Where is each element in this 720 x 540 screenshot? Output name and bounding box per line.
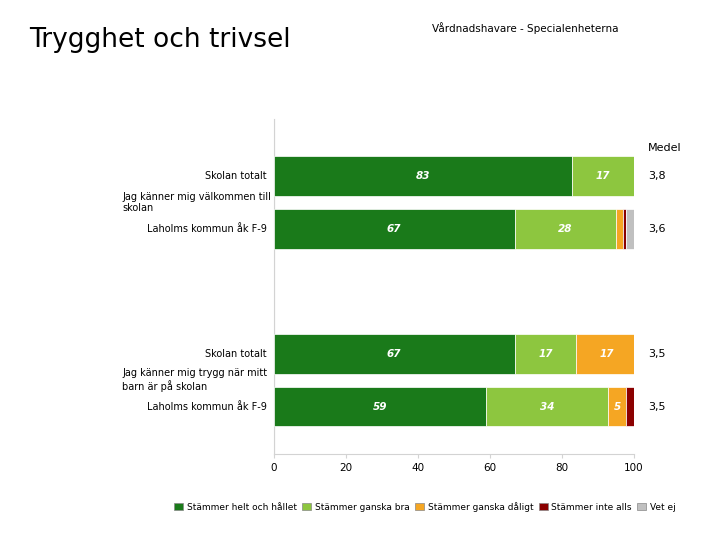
Text: 34: 34 (540, 402, 554, 411)
Text: 3,5: 3,5 (648, 402, 665, 411)
Text: 28: 28 (558, 224, 572, 234)
Text: 3,6: 3,6 (648, 224, 665, 234)
Text: Vårdnadshavare - Specialenheterna: Vårdnadshavare - Specialenheterna (432, 22, 618, 33)
Text: Medel: Medel (648, 143, 682, 153)
Bar (626, 209, 634, 248)
Text: Laholms kommun åk F-9: Laholms kommun åk F-9 (147, 402, 266, 411)
Bar (623, 209, 626, 248)
Bar (274, 209, 515, 248)
Text: Jag känner mig välkommen till
skolan: Jag känner mig välkommen till skolan (122, 192, 271, 213)
Text: Laholms kommun åk F-9: Laholms kommun åk F-9 (147, 224, 266, 234)
Bar (608, 387, 626, 427)
Bar (515, 334, 576, 374)
Text: 3,5: 3,5 (648, 349, 665, 359)
Bar (572, 157, 634, 196)
Text: Trygghet och trivsel: Trygghet och trivsel (29, 27, 290, 53)
Bar (616, 209, 623, 248)
Text: 83: 83 (415, 171, 431, 181)
Text: Skolan totalt: Skolan totalt (204, 349, 266, 359)
Text: 17: 17 (595, 171, 611, 181)
Text: 17: 17 (538, 349, 553, 359)
Text: Jag känner mig trygg när mitt
barn är på skolan: Jag känner mig trygg när mitt barn är på… (122, 368, 268, 392)
Text: Skolan totalt: Skolan totalt (204, 171, 266, 181)
Bar (274, 387, 486, 427)
Bar (274, 157, 572, 196)
Text: 17: 17 (599, 349, 614, 359)
Text: 3,8: 3,8 (648, 171, 665, 181)
Text: 67: 67 (387, 224, 402, 234)
Text: 67: 67 (387, 349, 402, 359)
Text: 59: 59 (372, 402, 387, 411)
Bar (626, 387, 634, 427)
Text: 5: 5 (613, 402, 621, 411)
Bar (515, 209, 616, 248)
Legend: Stämmer helt och hållet, Stämmer ganska bra, Stämmer ganska dåligt, Stämmer inte: Stämmer helt och hållet, Stämmer ganska … (171, 498, 679, 515)
Bar (486, 387, 608, 427)
Bar (274, 334, 515, 374)
Bar (576, 334, 637, 374)
